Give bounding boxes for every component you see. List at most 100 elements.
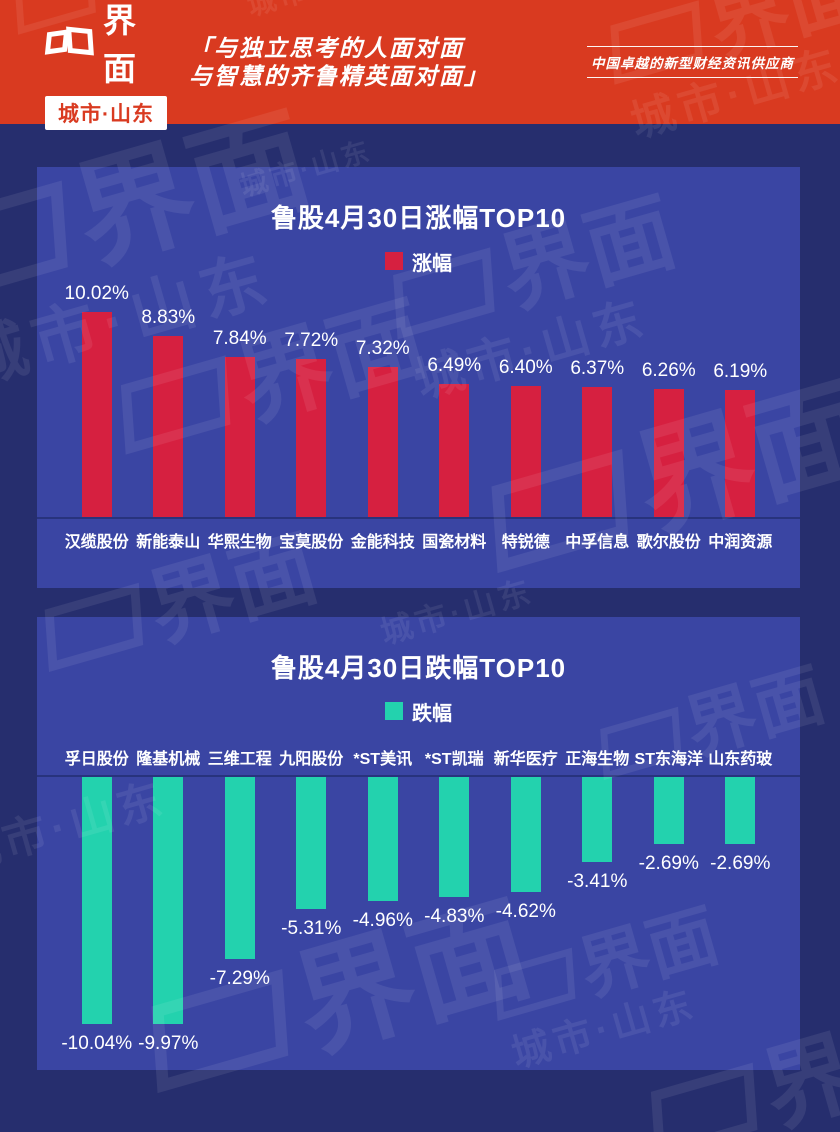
jiemian-logo: 界面 城市·山东 <box>44 0 167 130</box>
bar <box>582 387 613 517</box>
bar-value-label: -7.29% <box>209 968 270 989</box>
bar-column: -4.96% <box>347 777 419 1055</box>
bar-column: 10.02% <box>61 271 133 517</box>
bar <box>439 777 470 897</box>
bar <box>725 390 756 517</box>
bar <box>653 389 684 517</box>
bar-value-label: -2.69% <box>710 853 771 874</box>
bar-value-label: 6.49% <box>427 355 482 376</box>
bar-value-label: -4.96% <box>352 910 413 931</box>
category-label: 新能泰山 <box>136 534 201 551</box>
category-label: 孚日股份 <box>64 751 129 768</box>
bar-column: 6.37% <box>562 271 634 517</box>
jiemian-logo-icon <box>44 26 99 58</box>
bar <box>439 384 470 517</box>
bar-value-label: -4.62% <box>495 901 556 922</box>
bar-column: -9.97% <box>133 777 205 1055</box>
bar-column: 7.32% <box>347 271 419 517</box>
category-label: 华熙生物 <box>207 534 272 551</box>
losers-legend-swatch <box>385 702 403 720</box>
category-label: 宝莫股份 <box>279 534 344 551</box>
bar-value-label: 7.84% <box>212 328 267 349</box>
bar-column: 6.40% <box>490 271 562 517</box>
losers-bar-chart: 孚日股份 隆基机械 三维工程 九阳股份 *ST美讯 *ST凯瑞 新华医疗 正海生物 ST东海洋山… <box>37 745 800 1055</box>
bar-value-label: 7.72% <box>284 330 339 351</box>
bar <box>510 386 541 517</box>
header-quote: 「与独立思考的人面对面 与智慧的齐鲁精英面对面」 <box>189 34 489 90</box>
logo-brand-text: 界面 <box>103 2 139 87</box>
quote-line-1: 「与独立思考的人面对面 <box>189 35 464 61</box>
category-label: ST东海洋 <box>634 751 703 768</box>
bar-column: 8.83% <box>133 271 205 517</box>
category-row: 孚日股份 隆基机械 三维工程 九阳股份 *ST美讯 *ST凯瑞 新华医疗 正海生物 ST东海洋山… <box>37 745 800 768</box>
category-label: 歌尔股份 <box>636 534 701 551</box>
bar-column: -2.69% <box>633 777 705 1055</box>
losers-chart-title: 鲁股4月30日跌幅TOP10 <box>270 653 567 683</box>
bar-column: 6.19% <box>705 271 777 517</box>
bar-column: -4.83% <box>419 777 491 1055</box>
bar <box>224 357 255 517</box>
bar <box>653 777 684 844</box>
bar-column: 7.84% <box>204 271 276 517</box>
gainers-legend-label: 涨幅 <box>412 252 452 275</box>
category-label: 正海生物 <box>565 751 630 768</box>
bar-value-label: 6.37% <box>570 358 625 379</box>
bar-value-label: -3.41% <box>567 871 628 892</box>
bar-column: -2.69% <box>705 777 777 1055</box>
category-label: 山东药玻 <box>708 751 773 768</box>
bar-value-label: 8.83% <box>141 307 196 328</box>
category-label: 新华医疗 <box>493 751 558 768</box>
bar <box>296 777 327 909</box>
bar-column: 7.72% <box>276 271 348 517</box>
bar-value-label: 6.19% <box>713 361 768 382</box>
gainers-legend: 涨幅 <box>37 251 800 275</box>
losers-legend-label: 跌幅 <box>412 702 452 725</box>
bar-value-label: -4.83% <box>424 906 485 927</box>
gainers-chart-panel: 鲁股4月30日涨幅TOP10 涨幅 10.02% 8.83% 7.84% 7.72% 7… <box>37 167 800 588</box>
jiemian-watermark-icon <box>650 1062 758 1132</box>
gainers-chart-title: 鲁股4月30日涨幅TOP10 <box>270 203 567 233</box>
category-label: 九阳股份 <box>279 751 344 768</box>
category-label: 隆基机械 <box>136 751 201 768</box>
bar <box>582 777 613 862</box>
category-label: *ST凯瑞 <box>424 751 484 768</box>
bar-value-label: 7.32% <box>355 338 410 359</box>
quote-line-2: 与智慧的齐鲁精英面对面」 <box>189 63 489 89</box>
bar <box>367 367 398 517</box>
bars-row: 10.02% 8.83% 7.84% 7.72% 7.32% 6.49% 6.40% 6.37… <box>37 271 800 519</box>
losers-chart-panel: 鲁股4月30日跌幅TOP10 跌幅 孚日股份 隆基机械 三维工程 九阳股份 *ST美讯 *… <box>37 617 800 1070</box>
bar <box>81 777 112 1024</box>
bar-value-label: -5.31% <box>281 918 342 939</box>
bar <box>81 312 112 517</box>
bar <box>725 777 756 844</box>
bar <box>367 777 398 901</box>
bar-column: -10.04% <box>61 777 133 1055</box>
category-row: 汉缆股份 新能泰山 华熙生物 宝莫股份 金能科技 国瓷材料 特锐德 中孚信息 歌尔股份 中润资源 <box>37 528 800 551</box>
category-label: 汉缆股份 <box>64 534 129 551</box>
category-label: 特锐德 <box>501 534 550 551</box>
logo-region-text: 城市·山东 <box>45 96 167 130</box>
bar <box>224 777 255 959</box>
category-label: 中孚信息 <box>565 534 630 551</box>
bar-value-label: 6.26% <box>641 360 696 381</box>
bar-column: 6.49% <box>419 271 491 517</box>
bar <box>296 359 327 517</box>
bar-column: -3.41% <box>562 777 634 1055</box>
category-label: 三维工程 <box>207 751 272 768</box>
bar-column: -7.29% <box>204 777 276 1055</box>
bar <box>153 777 184 1024</box>
bar <box>510 777 541 892</box>
bar-value-label: -9.97% <box>138 1033 199 1054</box>
category-label: 国瓷材料 <box>422 534 487 551</box>
bar-column: -5.31% <box>276 777 348 1055</box>
category-label: 中润资源 <box>708 534 773 551</box>
category-label: *ST美讯 <box>353 751 413 768</box>
losers-legend: 跌幅 <box>37 701 800 725</box>
header: 界面 城市·山东 「与独立思考的人面对面 与智慧的齐鲁精英面对面」 中国卓越的新… <box>0 0 840 130</box>
bar-value-label: -10.04% <box>61 1033 133 1054</box>
bar-value-label: 10.02% <box>64 283 129 304</box>
gainers-legend-swatch <box>385 252 403 270</box>
category-label: 金能科技 <box>350 534 415 551</box>
bar-column: 6.26% <box>633 271 705 517</box>
